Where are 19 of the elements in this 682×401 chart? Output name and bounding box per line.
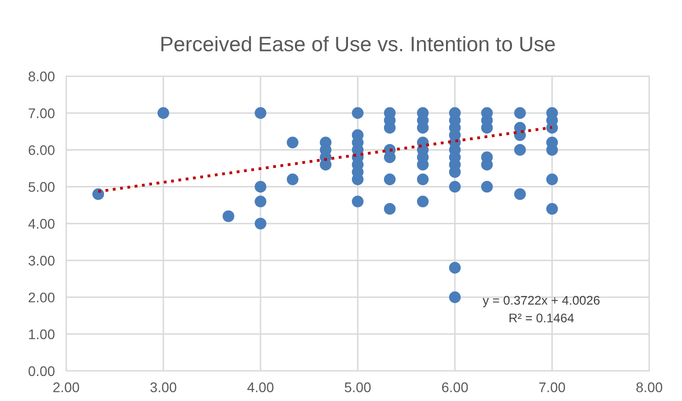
x-tick-label: 2.00 [53,382,80,392]
y-tick-label: 7.00 [28,108,54,118]
chart-title: Perceived Ease of Use vs. Intention to Use [161,36,555,52]
y-tick-label: 0.00 [28,366,54,376]
x-tick-label: 4.00 [247,382,274,392]
annotation: y = 0.3722x + 4.0026 [482,296,600,308]
y-tick-label: 4.00 [28,218,54,229]
y-tick-label: 6.00 [28,145,54,156]
annotation: R² = 0.1464 [510,314,574,322]
x-tick-label: 7.00 [539,382,566,392]
x-tick-label: 3.00 [150,382,176,392]
x-tick-label: 6.00 [442,382,468,392]
y-tick-label: 3.00 [28,256,54,266]
y-tick-label: 2.00 [28,292,54,302]
x-tick-label: 5.00 [344,382,371,392]
y-tick-label: 8.00 [28,72,54,82]
y-tick-label: 5.00 [28,182,54,192]
y-tick-label: 1.00 [29,329,54,340]
x-tick-label: 8.00 [636,382,662,392]
